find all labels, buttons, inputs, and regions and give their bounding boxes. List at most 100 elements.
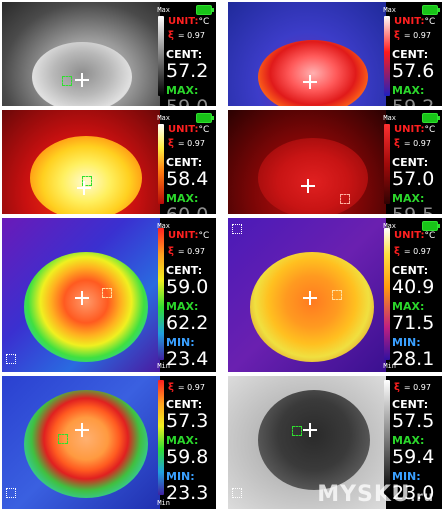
emissivity-symbol: ξ	[168, 138, 174, 149]
crosshair-icon	[75, 291, 89, 305]
scale-min-label: Min	[157, 362, 170, 370]
max-label: MAX:	[166, 84, 199, 97]
crosshair-icon	[75, 423, 89, 437]
min-value: 23.3	[166, 482, 209, 504]
bowl	[258, 390, 370, 490]
emissivity-value: = 0.97	[177, 139, 205, 148]
thermal-panel-8: ξ = 0.97 CENT: 57.5 MAX: 59.4 MIN: 23.0 M…	[228, 376, 442, 509]
hud-panel	[386, 2, 442, 106]
crosshair-icon	[303, 75, 317, 89]
scale-max-label: Max	[383, 114, 396, 122]
color-scale-bar	[158, 124, 164, 204]
emissivity-value: = 0.97	[177, 31, 205, 40]
bowl	[24, 252, 148, 362]
min-label: MIN:	[392, 470, 421, 483]
max-value: 59.8	[166, 446, 209, 468]
cent-label: CENT:	[392, 398, 429, 411]
emissivity-row: ξ = 0.97	[168, 138, 205, 149]
thermal-view	[2, 376, 160, 509]
min-value: 23.4	[166, 348, 209, 370]
corner-marker-icon	[6, 354, 16, 364]
unit-label: UNIT:	[394, 124, 425, 135]
scale-max-label: Max	[383, 222, 396, 230]
max-value: 59.2	[392, 96, 434, 106]
scale-min-label: Min	[157, 499, 170, 507]
crosshair-icon	[75, 73, 89, 87]
unit-label: UNIT:	[168, 230, 199, 241]
scale-min-label: Min	[383, 362, 396, 370]
emissivity-symbol: ξ	[168, 246, 174, 257]
unit-row: UNIT:°C	[168, 124, 209, 135]
bowl	[250, 252, 374, 362]
thermal-panel-4: Max UNIT:°C ξ= 0.97 CENT: 57.0 MAX: 59.5	[228, 110, 442, 214]
emissivity-row: ξ = 0.97	[168, 382, 205, 393]
hud-panel	[160, 376, 216, 509]
thermal-panel-1: Max UNIT:°C ξ= 0.97 CENT: 57.2 MAX: 59.0	[2, 2, 216, 106]
cent-label: CENT:	[392, 156, 429, 169]
battery-icon	[422, 221, 440, 231]
emissivity-value: = 0.97	[403, 139, 431, 148]
hud-panel	[386, 376, 442, 509]
unit-value: °C	[198, 125, 210, 135]
target-box-icon	[58, 434, 68, 444]
emissivity-row: ξ = 0.97	[394, 30, 431, 41]
emissivity-row: ξ = 0.97	[394, 246, 431, 257]
bowl	[258, 40, 368, 106]
min-label: MIN:	[392, 336, 421, 349]
cent-value: 57.0	[392, 168, 435, 190]
emissivity-value: = 0.97	[177, 247, 205, 256]
color-scale-bar	[158, 16, 164, 96]
cent-value: 57.3	[166, 410, 209, 432]
unit-label: UNIT:	[394, 16, 425, 27]
max-value: 60.0	[166, 204, 208, 214]
unit-row: UNIT:°C	[168, 16, 209, 27]
emissivity-symbol: ξ	[394, 382, 400, 393]
color-scale-bar	[384, 124, 390, 204]
thermal-panel-2: Max UNIT:°C ξ= 0.97 CENT: 57.6 MAX: 59.2	[228, 2, 442, 106]
thermal-panel-3: Max UNIT:°C ξ= 0.97 CENT: 58.4 MAX: 60.0	[2, 110, 216, 214]
target-box-icon	[102, 288, 112, 298]
color-scale-bar	[158, 380, 164, 495]
thermal-panel-6: Max Min UNIT:°C ξ = 0.97 CENT: 40.9 MAX: …	[228, 218, 442, 372]
thermal-view	[228, 376, 386, 509]
max-label: MAX:	[392, 192, 425, 205]
cent-value: 58.4	[166, 168, 209, 190]
scale-max-label: Max	[383, 6, 396, 14]
unit-value: °C	[198, 231, 210, 241]
thermal-view	[228, 110, 386, 214]
hud-panel	[160, 2, 216, 106]
battery-icon	[422, 5, 440, 15]
target-box-icon	[340, 194, 350, 204]
cent-label: CENT:	[166, 264, 203, 277]
hud-panel	[160, 110, 216, 214]
bowl	[258, 138, 368, 214]
emissivity-symbol: ξ	[168, 382, 174, 393]
crosshair-icon	[303, 423, 317, 437]
unit-value: °C	[424, 231, 436, 241]
min-label: MIN:	[166, 336, 195, 349]
target-box-icon	[292, 426, 302, 436]
thermal-view	[228, 2, 386, 106]
emissivity-value: = 0.97	[403, 31, 431, 40]
max-value: 59.0	[166, 96, 208, 106]
crosshair-icon	[301, 179, 315, 193]
target-box-icon	[332, 290, 342, 300]
max-label: MAX:	[166, 192, 199, 205]
corner-marker-icon	[232, 224, 242, 234]
battery-icon	[196, 113, 214, 123]
watermark-text: MYSKU	[317, 482, 411, 507]
watermark-suffix: .ru	[410, 490, 434, 505]
bowl	[24, 390, 148, 498]
unit-row: UNIT:°C	[394, 230, 435, 241]
target-box-icon	[82, 176, 92, 186]
cent-label: CENT:	[392, 48, 429, 61]
emissivity-value: = 0.97	[177, 383, 205, 392]
crosshair-icon	[303, 291, 317, 305]
watermark: MYSKU.ru	[317, 482, 434, 507]
target-box-icon	[62, 76, 72, 86]
emissivity-row: ξ = 0.97	[394, 382, 431, 393]
cent-value: 59.0	[166, 276, 209, 298]
unit-value: °C	[424, 17, 436, 27]
corner-marker-icon	[6, 488, 16, 498]
emissivity-symbol: ξ	[394, 246, 400, 257]
